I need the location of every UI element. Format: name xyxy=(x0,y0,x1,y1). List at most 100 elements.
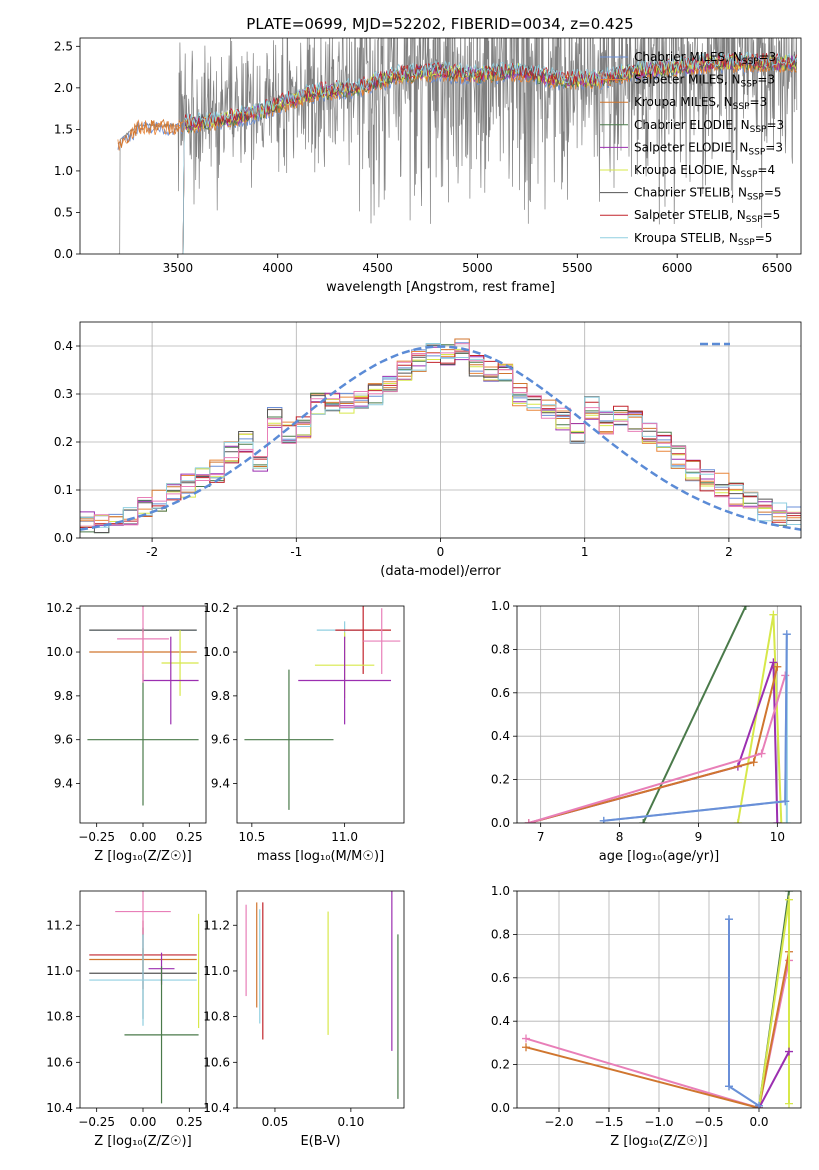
legend-label: Chabrier STELIB, N xyxy=(634,186,747,200)
mass-vs-ebv-xtick-label: 0.05 xyxy=(262,1115,289,1129)
residual-histogram-9 xyxy=(80,343,801,527)
massweight-vs-age-xtick-label: 10 xyxy=(770,830,785,844)
massweight-vs-Z-xtick-label: −1.0 xyxy=(644,1115,673,1129)
legend-entry: Salpeter ELODIE, NSSP=3 xyxy=(634,140,783,157)
age-vs-Z-ytick-label: 9.8 xyxy=(54,689,73,703)
massweight-vs-age-point-marker xyxy=(757,749,766,758)
massweight-vs-age-panel: 7 8 9 10 0.0 0.2 0.4 0.6 0.8 1.0 age [log₁₀(age/yr… xyxy=(491,599,802,864)
massweight-vs-Z-xtick-label: −1.5 xyxy=(594,1115,623,1129)
massweight-vs-age-ytick-label: 0.0 xyxy=(491,816,510,830)
age-vs-mass-ytick-label: 9.8 xyxy=(211,689,230,703)
residuals-ytick-label: 0.1 xyxy=(54,483,73,497)
massweight-vs-age-ytick-label: 0.6 xyxy=(491,686,510,700)
legend-entry: Chabrier MILES, NSSP=3 xyxy=(634,50,776,67)
age-vs-mass-ytick-label: 10.0 xyxy=(203,645,230,659)
massweight-vs-Z-point-marker xyxy=(785,1099,793,1108)
legend-tail: =5 xyxy=(763,208,781,222)
model-spectrum-8 xyxy=(181,51,797,254)
massweight-vs-age-point-marker xyxy=(773,819,782,823)
age-vs-mass-ytick-label: 9.4 xyxy=(211,777,230,791)
mass-vs-ebv-ytick-label: 11.0 xyxy=(203,964,230,978)
legend-tail: =3 xyxy=(765,140,783,154)
spectrum-xtick-label: 6000 xyxy=(662,261,693,275)
mass-vs-Z-panel: −0.25 0.00 0.25 10.4 10.6 10.8 11.0 11.2 Z [log₁… xyxy=(46,890,207,1149)
legend-entry: Chabrier ELODIE, NSSP=3 xyxy=(634,118,784,135)
spectrum-ytick-label: 2.5 xyxy=(54,39,73,53)
residuals-xtick-label: 1 xyxy=(581,545,589,559)
age-vs-mass-plot-area xyxy=(244,606,401,810)
residuals-ytick-label: 0.4 xyxy=(54,339,73,353)
massweight-vs-Z-point-marker xyxy=(725,1082,733,1091)
spectrum-ytick-label: 0.5 xyxy=(54,205,73,219)
mass-vs-Z-frame xyxy=(79,890,207,1109)
massweight-vs-Z-point-marker xyxy=(522,1043,530,1052)
legend-subscript: SSP xyxy=(741,170,758,180)
massweight-vs-age-point-marker xyxy=(749,758,758,767)
mass-vs-Z-ytick-label: 11.0 xyxy=(46,964,73,978)
legend-label: Salpeter MILES, N xyxy=(634,73,741,87)
spectrum-frame xyxy=(79,37,802,255)
age-vs-Z-ytick-label: 10.0 xyxy=(46,645,73,659)
mass-vs-Z-ytick-label: 11.2 xyxy=(46,918,73,932)
legend-tail: =5 xyxy=(764,186,782,200)
legend-entry: Kroupa ELODIE, NSSP=4 xyxy=(634,163,775,180)
massweight-vs-age-series-line xyxy=(642,606,747,823)
legend-label: Kroupa ELODIE, N xyxy=(634,163,741,177)
massweight-vs-Z-frame xyxy=(516,890,802,1109)
spectrum-panel: 3500 4000 4500 5000 5500 6000 6500 0.0 0.5 1.0 1.5… xyxy=(54,37,802,295)
massweight-vs-Z-series-line xyxy=(728,919,760,1107)
age-vs-mass-xlabel: mass [log₁₀(M/M☉)] xyxy=(257,849,384,864)
legend-tail: =3 xyxy=(766,118,784,132)
age-vs-mass-ytick-label: 9.6 xyxy=(211,733,230,747)
age-vs-mass-panel: 10.5 11.0 9.4 9.6 9.8 10.0 10.2 mass [log₁₀(M/M… xyxy=(203,601,405,864)
legend-subscript: SSP xyxy=(746,215,763,225)
massweight-vs-Z-point-marker xyxy=(785,891,793,895)
massweight-vs-Z-ytick-label: 0.8 xyxy=(491,927,510,941)
legend-entry: Salpeter STELIB, NSSP=5 xyxy=(634,208,780,225)
legend-subscript: SSP xyxy=(733,102,750,112)
massweight-vs-Z-series-line xyxy=(758,899,790,1108)
legend-subscript: SSP xyxy=(742,57,759,67)
legend-label: Salpeter STELIB, N xyxy=(634,208,746,222)
mass-vs-ebv-ytick-label: 10.4 xyxy=(203,1101,230,1115)
mass-vs-ebv-frame xyxy=(236,890,405,1109)
mass-vs-Z-xtick-label: 0.00 xyxy=(130,1115,157,1129)
massweight-vs-Z-point-marker xyxy=(725,915,733,924)
residuals-xtick-label: 2 xyxy=(725,545,733,559)
mass-vs-Z-xlabel: Z [log₁₀(Z/Z☉)] xyxy=(94,1134,191,1149)
massweight-vs-Z-series-line xyxy=(758,1051,790,1108)
massweight-vs-age-xtick-label: 8 xyxy=(616,830,624,844)
legend-subscript: SSP xyxy=(747,193,764,203)
age-vs-Z-ytick-label: 9.6 xyxy=(54,733,73,747)
legend-entry: Kroupa MILES, NSSP=3 xyxy=(634,95,767,112)
age-vs-Z-panel: −0.25 0.00 0.25 9.4 9.6 9.8 10.0 10.2 Z [log₁₀(Z… xyxy=(46,601,207,864)
legend-entry: Kroupa STELIB, NSSP=5 xyxy=(634,231,772,248)
massweight-vs-age-series-line xyxy=(528,675,787,823)
spectrum-ytick-label: 0.0 xyxy=(54,247,73,261)
mass-vs-ebv-xtick-label: 0.10 xyxy=(338,1115,365,1129)
massweight-vs-age-point-marker xyxy=(777,819,786,823)
residual-histogram-8 xyxy=(80,343,801,528)
massweight-vs-Z-ytick-label: 0.0 xyxy=(491,1101,510,1115)
mass-vs-Z-ytick-label: 10.6 xyxy=(46,1055,73,1069)
residuals-xtick-label: -2 xyxy=(146,545,158,559)
massweight-vs-Z-series-line xyxy=(525,951,790,1108)
massweight-vs-Z-point-marker xyxy=(755,1101,763,1108)
spectrum-xtick-label: 5000 xyxy=(462,261,493,275)
massweight-vs-age-point-marker xyxy=(781,671,790,680)
massweight-vs-Z-series-line xyxy=(525,960,790,1108)
residuals-xtick-label: -1 xyxy=(290,545,302,559)
massweight-vs-age-series-line xyxy=(528,662,779,823)
spectrum-plot-area xyxy=(117,38,798,254)
age-vs-Z-ytick-label: 9.4 xyxy=(54,777,73,791)
massweight-vs-Z-point-marker xyxy=(522,1034,530,1043)
massweight-vs-age-point-marker xyxy=(733,819,742,823)
legend-label: Chabrier ELODIE, N xyxy=(634,118,750,132)
massweight-vs-age-series-line xyxy=(528,666,779,823)
massweight-vs-Z-xtick-label: 0.0 xyxy=(749,1115,768,1129)
massweight-vs-age-point-marker xyxy=(769,610,778,619)
massweight-vs-age-point-marker xyxy=(639,819,648,823)
massweight-vs-Z-point-marker xyxy=(785,895,793,904)
massweight-vs-Z-ytick-label: 0.4 xyxy=(491,1014,510,1028)
